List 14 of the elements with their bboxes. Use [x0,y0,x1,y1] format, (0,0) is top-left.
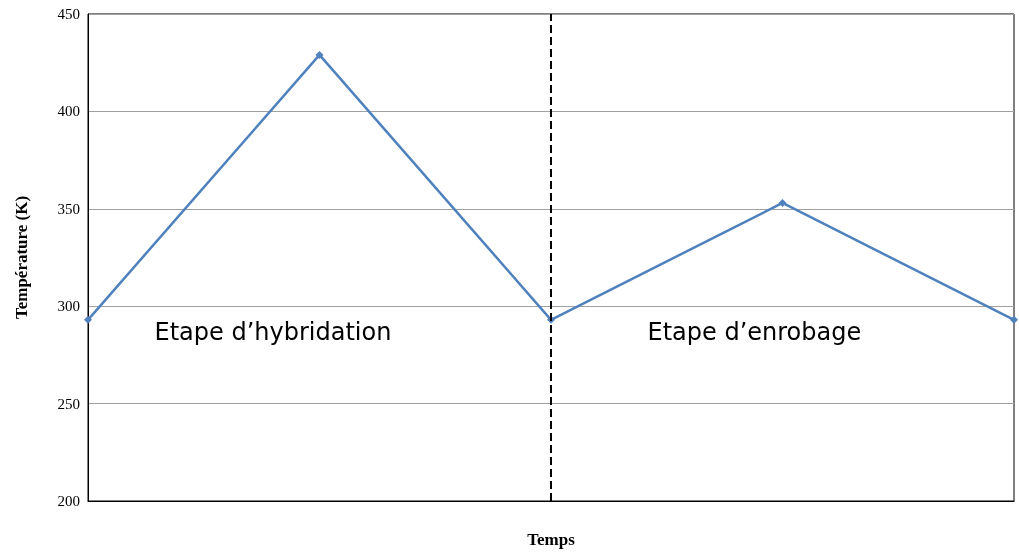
annotation: Etape d’enrobage [647,318,862,346]
x-axis-title: Temps [527,530,576,549]
point [84,315,92,324]
y-tick-label: 200 [57,493,80,509]
annotation: Etape d’hybridation [154,318,392,346]
y-tick-label: 450 [57,6,80,22]
y-tick-label: 400 [57,103,80,120]
y-tick-label: 300 [57,298,80,315]
point [778,198,787,207]
point [315,50,324,59]
y-tick-label: 350 [57,200,80,217]
point [1010,315,1018,324]
y-tick-label: 250 [57,395,80,412]
y-axis-title: Température (K) [12,195,31,320]
